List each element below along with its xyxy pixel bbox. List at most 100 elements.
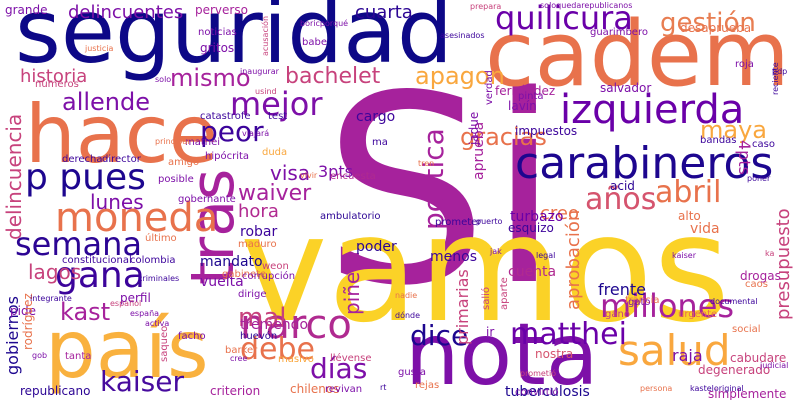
- word: matthei: [510, 317, 627, 352]
- word: republicano: [20, 384, 91, 398]
- word: bandas: [700, 135, 737, 146]
- word: primarias: [453, 269, 472, 345]
- word: gobernante: [178, 194, 236, 205]
- word: noticias: [198, 27, 237, 38]
- word: delincuentes: [68, 2, 184, 23]
- word: vida: [690, 221, 720, 237]
- word: hipócrita: [205, 151, 250, 162]
- word: ka: [765, 249, 775, 258]
- word: activa: [145, 319, 170, 328]
- word: usind: [255, 87, 277, 96]
- word: política: [417, 128, 450, 230]
- word: derecha: [62, 154, 103, 165]
- word: Si: [323, 41, 561, 343]
- word: solo: [155, 75, 172, 84]
- word: 3pts: [318, 162, 353, 181]
- word: ir: [486, 325, 495, 339]
- word: social: [732, 324, 761, 335]
- word: pdp: [772, 67, 788, 76]
- word: soloquedarepublicanos: [540, 1, 633, 10]
- word: 4pts: [735, 140, 754, 175]
- word: cree: [230, 354, 248, 363]
- word: historia: [20, 66, 88, 87]
- word: urgente: [678, 309, 718, 320]
- word: pide: [10, 304, 36, 318]
- word: piñera: [340, 251, 364, 315]
- word: jak: [490, 247, 502, 256]
- word: allende: [62, 88, 151, 116]
- word: gano: [605, 309, 630, 320]
- word: guarimbero: [590, 27, 648, 38]
- word: narco: [240, 302, 352, 348]
- word: cargo: [356, 109, 396, 125]
- word: acid: [610, 179, 635, 193]
- word: seguridad: [15, 0, 453, 83]
- word: carabineros: [515, 138, 774, 189]
- word: izquierda: [560, 87, 745, 133]
- word: creo: [540, 203, 579, 224]
- word: bachelet: [285, 64, 381, 89]
- word: saqueo: [159, 325, 170, 362]
- word: tuberculosis: [505, 384, 590, 400]
- word: caso: [752, 139, 775, 150]
- word: nadie: [395, 291, 418, 300]
- word: corrupción: [242, 271, 296, 282]
- word: lavín: [508, 99, 537, 113]
- word: visa: [270, 161, 311, 185]
- word: españa: [130, 309, 160, 318]
- word: turbazo: [510, 209, 564, 225]
- word: kaiser: [100, 365, 184, 398]
- word: mathei: [185, 137, 221, 148]
- word: grande: [5, 3, 48, 17]
- word: facho: [178, 331, 206, 342]
- word: weon: [262, 261, 289, 272]
- word: gritos: [200, 41, 235, 55]
- word: tanta: [65, 351, 92, 362]
- word: caos: [745, 279, 768, 290]
- word: presupuesto: [773, 208, 794, 320]
- word: gestión: [660, 8, 756, 38]
- word: gob: [32, 351, 48, 360]
- word: kast: [60, 298, 111, 326]
- word: prometer: [435, 217, 482, 228]
- word: quilicura: [495, 0, 633, 37]
- word: roja: [735, 59, 754, 70]
- word: revivan: [325, 384, 363, 395]
- word: documental: [710, 297, 758, 306]
- word: catastrofe: [200, 111, 251, 122]
- word: maduro: [238, 239, 277, 250]
- word: persona: [640, 384, 673, 393]
- word: moneda: [55, 195, 219, 241]
- word: último: [145, 233, 177, 244]
- word: integrante: [30, 294, 72, 303]
- word: mismo: [170, 64, 251, 92]
- word: chilenos: [290, 382, 340, 396]
- word: babe: [302, 37, 327, 48]
- word: poner: [747, 174, 771, 183]
- word: acusación: [261, 15, 270, 56]
- word: cuenta: [508, 264, 557, 280]
- word: verdad: [484, 70, 495, 105]
- word: semana: [15, 225, 143, 263]
- word: dice: [410, 319, 469, 352]
- word: justicia: [85, 44, 114, 53]
- word: dónde: [395, 311, 421, 320]
- word: salud: [618, 326, 731, 375]
- word: robar: [240, 224, 278, 240]
- word: números: [35, 79, 79, 90]
- word: criminales: [138, 274, 180, 283]
- word: vivir: [300, 171, 318, 180]
- word: director: [102, 154, 141, 165]
- word: maya: [700, 116, 767, 144]
- word: impuestos: [515, 124, 578, 138]
- word: amigo: [168, 157, 200, 168]
- word: perfil: [120, 291, 151, 305]
- word: lagos: [28, 260, 82, 284]
- word: vamos: [240, 183, 731, 355]
- word: esquizo: [508, 221, 554, 235]
- word: desaprueba: [680, 21, 752, 35]
- word: inaugurar: [240, 67, 279, 76]
- word: legal: [536, 251, 556, 260]
- word: huevón: [240, 331, 278, 342]
